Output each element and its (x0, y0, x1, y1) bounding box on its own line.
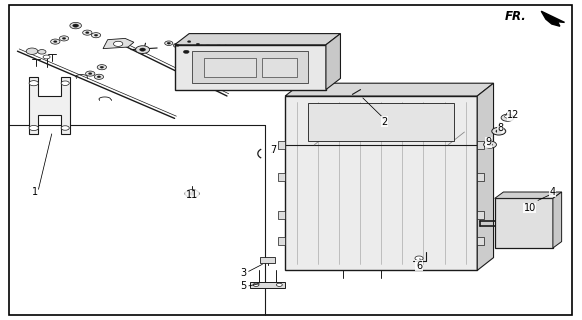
Circle shape (38, 50, 46, 54)
Text: 9: 9 (486, 137, 492, 148)
Circle shape (29, 81, 38, 86)
Circle shape (97, 76, 101, 78)
Circle shape (505, 115, 510, 118)
Circle shape (91, 33, 101, 38)
Circle shape (70, 22, 81, 29)
Polygon shape (477, 211, 484, 219)
Polygon shape (495, 192, 562, 198)
Polygon shape (477, 173, 484, 181)
Text: 2: 2 (381, 116, 387, 127)
Circle shape (59, 36, 69, 41)
Text: 10: 10 (523, 203, 536, 213)
Circle shape (185, 190, 199, 197)
Circle shape (26, 48, 38, 54)
Circle shape (51, 39, 60, 44)
Polygon shape (553, 192, 562, 248)
Circle shape (113, 41, 123, 46)
Circle shape (54, 41, 57, 43)
Polygon shape (250, 282, 285, 288)
Text: 1: 1 (32, 187, 38, 197)
Polygon shape (326, 34, 340, 90)
Circle shape (496, 130, 502, 133)
Polygon shape (285, 83, 494, 96)
Circle shape (86, 32, 89, 34)
Text: 8: 8 (498, 123, 503, 133)
Polygon shape (175, 45, 326, 90)
Text: 6: 6 (416, 260, 422, 271)
Circle shape (183, 50, 189, 53)
Polygon shape (278, 141, 285, 149)
Polygon shape (260, 257, 275, 263)
Circle shape (61, 81, 69, 85)
Circle shape (136, 46, 150, 53)
Circle shape (140, 48, 146, 51)
Polygon shape (308, 103, 454, 141)
Circle shape (196, 43, 200, 45)
Polygon shape (285, 96, 477, 270)
Circle shape (165, 41, 173, 45)
Text: 12: 12 (507, 110, 520, 120)
Polygon shape (278, 237, 285, 245)
Circle shape (185, 39, 193, 44)
Polygon shape (477, 83, 494, 270)
Circle shape (189, 192, 195, 195)
Circle shape (61, 126, 69, 130)
Text: 3: 3 (240, 268, 246, 278)
Polygon shape (204, 58, 256, 77)
Text: 5: 5 (240, 281, 246, 292)
Polygon shape (192, 51, 308, 83)
Circle shape (29, 125, 38, 131)
Polygon shape (278, 173, 285, 181)
Circle shape (88, 73, 92, 75)
Circle shape (94, 34, 98, 36)
Circle shape (228, 66, 237, 71)
Polygon shape (495, 198, 553, 248)
Circle shape (43, 55, 50, 59)
Circle shape (86, 71, 95, 76)
Polygon shape (541, 11, 565, 26)
Circle shape (176, 44, 179, 46)
Text: 7: 7 (271, 145, 276, 156)
Polygon shape (175, 34, 340, 45)
Circle shape (484, 141, 496, 148)
Circle shape (501, 114, 514, 121)
Circle shape (492, 127, 506, 135)
Polygon shape (477, 237, 484, 245)
Circle shape (62, 37, 66, 39)
Circle shape (73, 24, 79, 27)
Circle shape (488, 143, 492, 146)
Circle shape (100, 66, 104, 68)
Circle shape (179, 48, 194, 56)
Circle shape (194, 42, 202, 46)
Circle shape (187, 41, 191, 43)
Polygon shape (29, 77, 70, 134)
Polygon shape (278, 211, 285, 219)
Circle shape (94, 74, 104, 79)
Circle shape (276, 283, 282, 286)
Text: FR.: FR. (505, 10, 527, 23)
Circle shape (173, 43, 182, 48)
Circle shape (253, 283, 259, 286)
Circle shape (415, 256, 423, 260)
Circle shape (97, 65, 107, 70)
Text: 11: 11 (186, 190, 198, 200)
Text: 4: 4 (550, 187, 556, 197)
Polygon shape (103, 38, 134, 49)
Polygon shape (262, 58, 297, 77)
Circle shape (167, 42, 171, 44)
Polygon shape (477, 141, 484, 149)
Circle shape (83, 30, 92, 35)
